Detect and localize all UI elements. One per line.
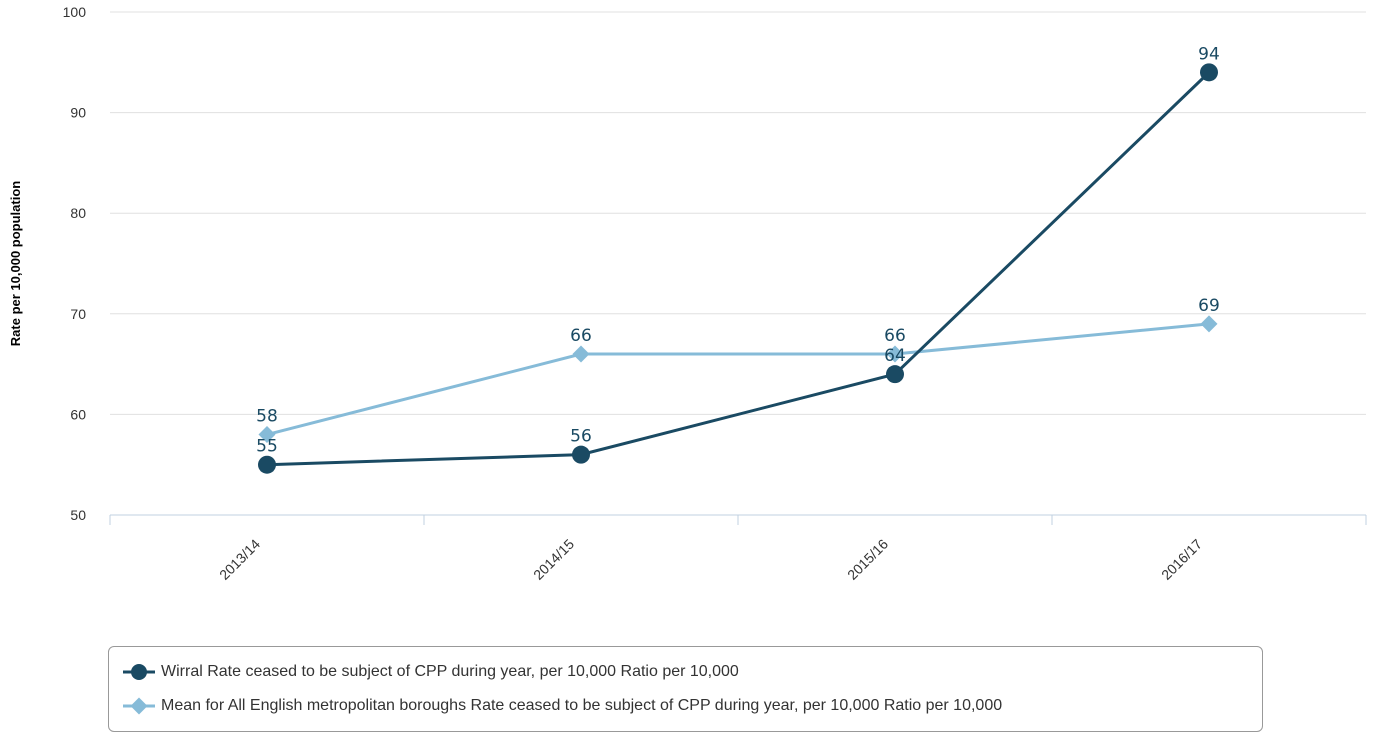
x-axis: 2013/14 2014/15 2015/16 2016/17 xyxy=(109,514,1367,583)
data-label: 66 xyxy=(570,326,592,346)
y-tick-label: 50 xyxy=(70,507,86,523)
series-line xyxy=(266,71,1211,467)
data-point-diamond xyxy=(886,345,904,363)
y-tick-label: 70 xyxy=(70,306,86,322)
data-label: 58 xyxy=(256,407,278,427)
data-point-diamond xyxy=(1200,315,1218,333)
x-tick-label: 2013/14 xyxy=(216,536,263,583)
line-chart: 50 60 70 80 90 100 2013/14 2014/15 2015/16 2016/… xyxy=(8,4,1367,583)
legend-label-mean: Mean for All English metropolitan boroug… xyxy=(161,697,1003,714)
data-point-circle xyxy=(258,455,276,474)
series-group xyxy=(258,63,1218,474)
legend: Wirral Rate ceased to be subject of CPP … xyxy=(108,646,1263,732)
data-label: 64 xyxy=(884,346,906,366)
x-tick-label: 2016/17 xyxy=(1158,536,1205,583)
data-label: 55 xyxy=(256,437,278,457)
data-label: 56 xyxy=(570,427,592,447)
y-tick-label: 80 xyxy=(70,205,86,221)
data-label: 94 xyxy=(1198,44,1220,64)
data-point-diamond xyxy=(572,345,590,363)
y-tick-label: 60 xyxy=(70,406,86,422)
data-point-circle xyxy=(886,365,904,384)
legend-item-wirral[interactable]: Wirral Rate ceased to be subject of CPP … xyxy=(123,661,739,683)
data-label: 69 xyxy=(1198,296,1220,316)
data-point-circle xyxy=(1200,63,1218,82)
y-tick-label: 90 xyxy=(70,105,86,121)
legend-item-mean[interactable]: Mean for All English metropolitan boroug… xyxy=(123,695,1002,717)
y-axis-label: Rate per 10,000 population xyxy=(8,181,23,346)
legend-diamond-icon xyxy=(123,697,155,715)
x-tick-label: 2015/16 xyxy=(844,536,891,583)
legend-label-wirral: Wirral Rate ceased to be subject of CPP … xyxy=(161,663,739,680)
y-axis-ticks: 50 60 70 80 90 100 xyxy=(63,4,87,523)
series-line xyxy=(266,322,1210,436)
x-tick-label: 2014/15 xyxy=(530,536,577,583)
gridlines xyxy=(110,11,1366,415)
data-point-diamond xyxy=(258,426,276,444)
legend-circle-icon xyxy=(123,664,155,680)
y-tick-label: 100 xyxy=(63,4,87,20)
data-point-circle xyxy=(572,445,590,464)
data-labels: 58 66 66 69 55 56 64 94 xyxy=(256,44,1220,456)
data-label: 66 xyxy=(884,326,906,346)
